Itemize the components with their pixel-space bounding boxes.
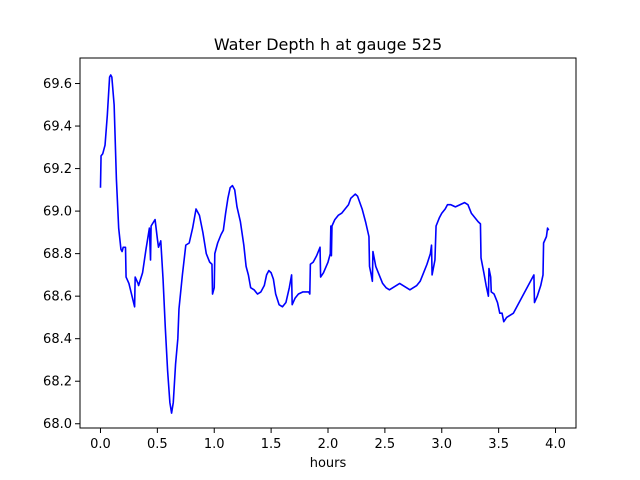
plot-area (99, 74, 550, 414)
y-axis-ticks: 68.0 68.2 68.4 68.6 68.8 69.0 69.2 69.4 69.6 (43, 77, 80, 432)
x-tick-label: 3.5 (488, 437, 509, 452)
y-tick-label: 68.2 (43, 375, 72, 390)
y-tick-label: 69.2 (43, 162, 72, 177)
x-tick-label: 0.0 (90, 437, 111, 452)
x-tick-label: 1.5 (261, 437, 282, 452)
y-tick-label: 69.4 (43, 120, 72, 135)
plot-frame (79, 57, 577, 429)
y-tick-label: 68.8 (43, 247, 72, 262)
y-tick-label: 69.0 (43, 205, 72, 220)
x-axis-ticks: 0.0 0.5 1.0 1.5 2.0 2.5 3.0 3.5 4.0 (90, 428, 566, 452)
x-tick-label: 4.0 (545, 437, 566, 452)
y-tick-label: 68.0 (43, 417, 72, 432)
x-tick-label: 0.5 (147, 437, 168, 452)
x-tick-label: 3.0 (431, 437, 452, 452)
chart-title: Water Depth h at gauge 525 (214, 35, 442, 54)
x-tick-label: 2.0 (318, 437, 339, 452)
y-tick-label: 68.6 (43, 290, 72, 305)
x-tick-label: 1.0 (204, 437, 225, 452)
series-line-0 (99, 74, 550, 414)
y-tick-label: 68.4 (43, 332, 72, 347)
x-axis-label: hours (310, 456, 347, 471)
y-tick-label: 69.6 (43, 77, 72, 92)
x-tick-label: 2.5 (375, 437, 396, 452)
